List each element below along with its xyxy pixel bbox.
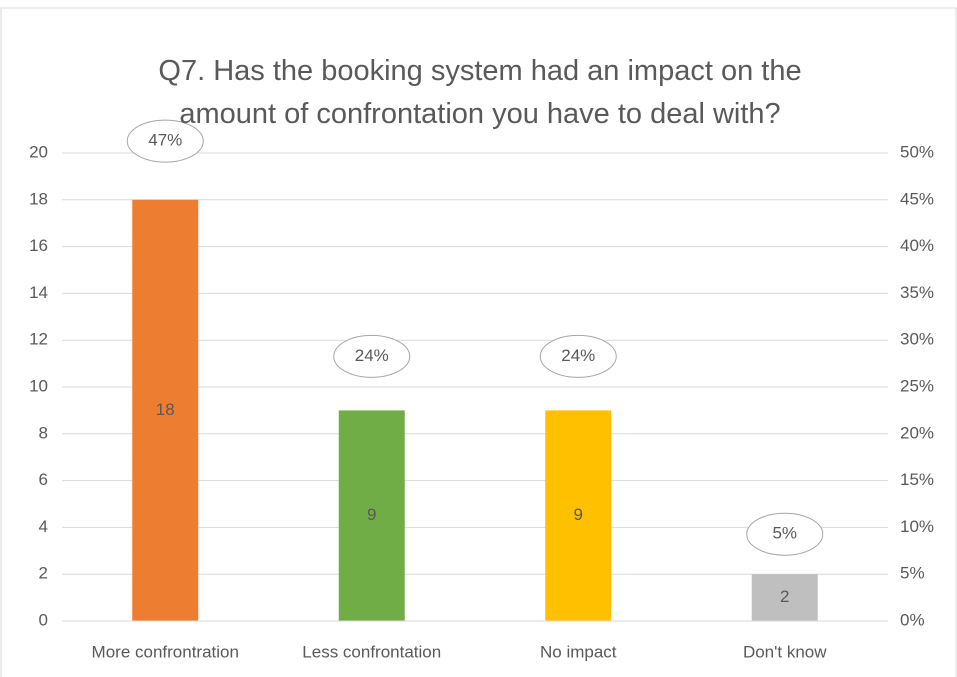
percent-label: 24% bbox=[355, 346, 389, 365]
percent-label: 5% bbox=[772, 524, 797, 543]
label-bubble bbox=[746, 512, 824, 556]
y-tick-label: 4 bbox=[39, 517, 48, 536]
bar bbox=[751, 574, 818, 621]
y-tick-label: 12 bbox=[29, 330, 48, 349]
y-tick-label: 14 bbox=[29, 283, 48, 302]
y-tick-label: 20 bbox=[29, 142, 48, 161]
y-tick-label: 10 bbox=[29, 376, 48, 395]
y2-tick-label: 45% bbox=[900, 189, 934, 208]
bar-value-label: 18 bbox=[156, 400, 175, 419]
x-tick-label: More confrontration bbox=[92, 642, 239, 661]
y-tick-label: 2 bbox=[39, 564, 48, 583]
percent-label: 24% bbox=[561, 346, 595, 365]
y2-tick-label: 10% bbox=[900, 517, 934, 536]
percent-label: 47% bbox=[148, 131, 182, 150]
bar-value-label: 9 bbox=[574, 505, 583, 524]
chart-border bbox=[0, 7, 957, 677]
y2-tick-label: 25% bbox=[900, 376, 934, 395]
y2-tick-label: 35% bbox=[900, 283, 934, 302]
bar bbox=[545, 410, 612, 621]
x-tick-label: Don't know bbox=[743, 642, 827, 661]
bar-value-label: 2 bbox=[780, 587, 789, 606]
bar bbox=[132, 199, 199, 622]
y-tick-label: 0 bbox=[39, 610, 48, 629]
label-bubble bbox=[539, 334, 617, 378]
bar bbox=[338, 410, 405, 621]
y2-tick-label: 20% bbox=[900, 423, 934, 442]
y-tick-label: 8 bbox=[39, 423, 48, 442]
x-tick-label: No impact bbox=[540, 642, 617, 661]
chart-title: Q7. Has the booking system had an impact… bbox=[158, 55, 802, 130]
y2-tick-label: 30% bbox=[900, 330, 934, 349]
y2-tick-label: 5% bbox=[900, 564, 925, 583]
y2-tick-label: 50% bbox=[900, 142, 934, 161]
label-bubble bbox=[333, 334, 411, 378]
y-tick-label: 18 bbox=[29, 189, 48, 208]
y2-tick-label: 40% bbox=[900, 236, 934, 255]
y-tick-label: 6 bbox=[39, 470, 48, 489]
y2-tick-label: 0% bbox=[900, 610, 925, 629]
x-tick-label: Less confrontation bbox=[302, 642, 441, 661]
y-tick-label: 16 bbox=[29, 236, 48, 255]
y2-tick-label: 15% bbox=[900, 470, 934, 489]
label-bubble bbox=[126, 119, 204, 163]
bar-value-label: 9 bbox=[367, 505, 376, 524]
